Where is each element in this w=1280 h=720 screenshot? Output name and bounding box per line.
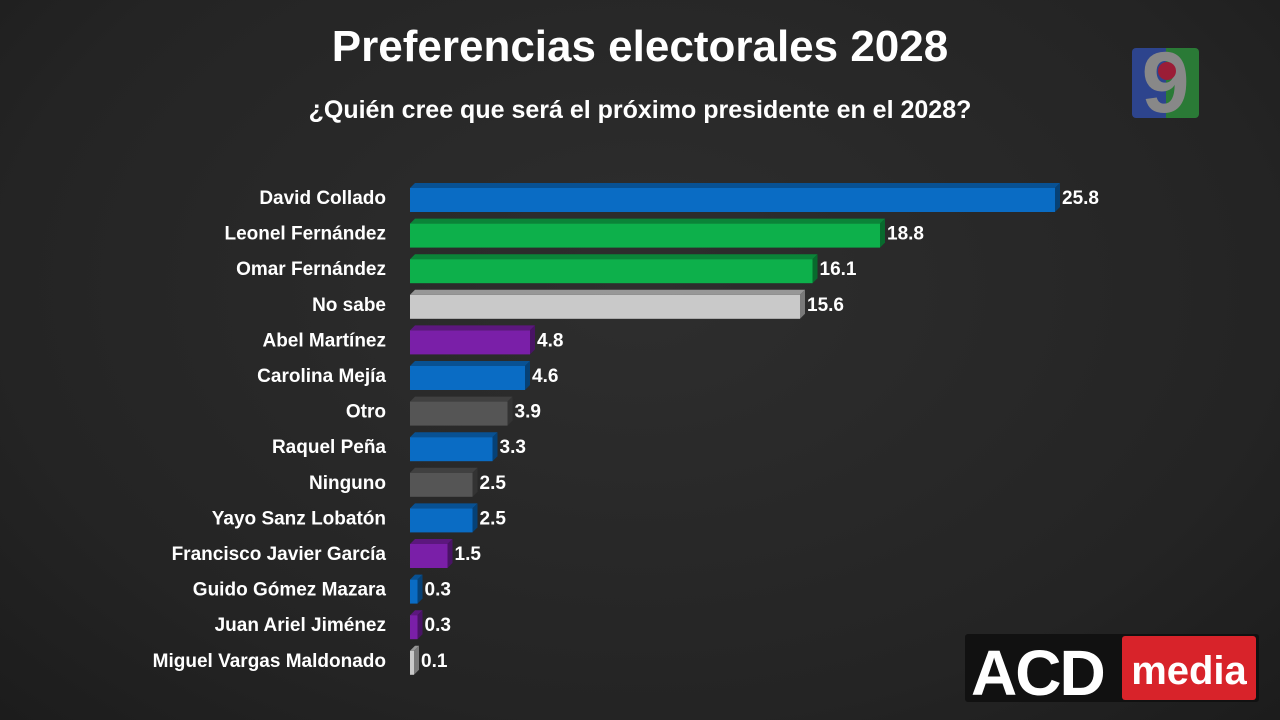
category-label: David Collado [259,188,386,209]
category-label: Yayo Sanz Lobatón [212,508,386,529]
bar-side-face [507,396,513,426]
category-label: Abel Martínez [262,330,386,351]
bar [410,544,448,568]
bar-side-face [1055,183,1060,212]
bar [410,366,525,390]
bar-side-face [417,574,423,604]
data-label: 25.8 [1062,188,1099,209]
bar-top-face [410,645,419,651]
category-label: No sabe [312,295,386,316]
bar-side-face [417,610,423,640]
bar-top-face [410,218,885,224]
data-label: 3.9 [515,402,541,423]
data-label: 15.6 [807,295,844,316]
bar-top-face [410,432,498,438]
bar [410,650,414,675]
bar-side-face [492,432,498,462]
bar [410,259,813,284]
data-label: 3.3 [500,437,526,458]
bar-side-face [800,289,805,319]
bar-top-face [410,396,513,402]
bar [410,615,418,640]
category-label: Carolina Mejía [257,366,386,387]
bar-top-face [410,183,1060,188]
bar-side-face [525,361,530,390]
category-label: Ninguno [309,473,386,494]
bar-top-face [410,503,478,509]
chart-title: Preferencias electorales 2028 [331,22,949,71]
data-label: 0.3 [425,615,451,636]
bar-top-face [410,574,423,580]
bar-top-face [410,289,805,295]
category-label: Omar Fernández [236,259,386,280]
acd-media-logo: ACD media [965,634,1259,709]
bar-side-face [812,254,818,284]
bar-side-face [472,467,478,497]
bar [410,188,1055,212]
bar-top-face [410,610,423,616]
data-label: 4.6 [532,366,558,387]
bar [410,472,473,497]
bar-side-face [447,539,453,568]
bar-side-face [472,503,478,533]
bar [410,437,493,462]
bar [410,294,800,319]
bar [410,330,530,355]
category-label: Guido Gómez Mazara [193,580,387,601]
category-label: Juan Ariel Jiménez [215,615,386,636]
bar [410,508,473,533]
bar-top-face [410,361,530,366]
bar [410,223,880,248]
data-label: 4.8 [537,330,563,351]
bar-top-face [410,325,535,331]
bar-side-face [530,325,535,355]
bar [410,401,508,426]
data-label: 16.1 [820,259,857,280]
data-label: 0.1 [421,651,448,672]
bar-top-face [410,254,818,260]
chart-subtitle: ¿Quién cree que será el próximo presiden… [308,96,972,124]
bar [410,579,418,604]
bar-side-face [414,645,419,675]
data-label: 18.8 [887,224,924,245]
data-label: 2.5 [480,508,507,529]
category-label: Raquel Peña [272,437,386,458]
bar-top-face [410,467,478,473]
category-label: Leonel Fernández [224,224,386,245]
data-label: 2.5 [480,473,507,494]
channel-9-logo: 9 [1132,48,1199,118]
bar-top-face [410,539,453,544]
data-label: 0.3 [425,580,451,601]
category-label: Francisco Javier García [172,544,387,565]
category-label: Otro [346,402,386,423]
category-label: Miguel Vargas Maldonado [153,651,386,672]
bar-side-face [880,218,885,248]
data-label: 1.5 [455,544,482,565]
